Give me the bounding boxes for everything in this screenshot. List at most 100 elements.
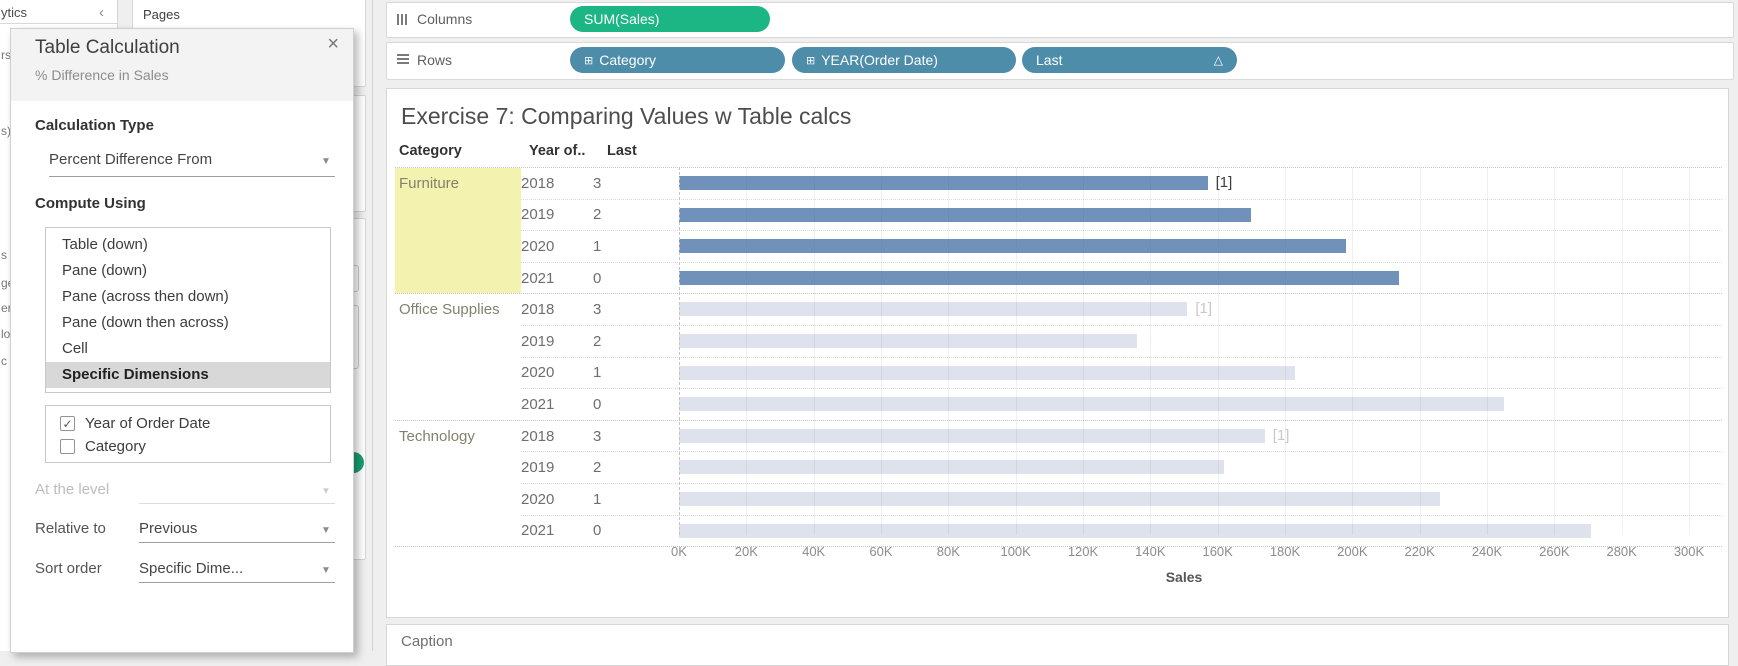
dialog-subtitle: % Difference in Sales — [35, 67, 169, 83]
relative-to-underline — [139, 542, 335, 543]
sales-bar[interactable] — [679, 176, 1208, 190]
last-value: 1 — [593, 490, 602, 508]
sales-bar[interactable] — [679, 333, 1137, 348]
category-group-technology: Technology 2018 3 [1] 2019 2 2020 1 2021 0 — [395, 421, 1722, 548]
category-group-furniture: Furniture 2018 3 [1] 2019 2 2020 1 2021 0 — [395, 168, 1722, 295]
year-label: 2018 — [521, 301, 555, 319]
table-row[interactable]: 2018 3 [1] — [521, 168, 1722, 200]
table-row[interactable]: 2019 2 — [521, 200, 1722, 232]
table-row[interactable]: 2021 0 — [521, 516, 1722, 547]
compute-using-heading: Compute Using — [35, 195, 146, 212]
panel-divider — [372, 0, 373, 651]
table-row[interactable]: 2021 0 — [521, 389, 1722, 420]
x-axis-tick: 200K — [1337, 544, 1368, 559]
pill-year-order-date-[interactable]: ⊞ YEAR(Order Date) — [792, 47, 1016, 73]
caption-card[interactable]: Caption — [386, 624, 1729, 666]
plus-box-icon: ⊞ — [806, 54, 816, 67]
table-row[interactable]: 2019 2 — [521, 452, 1722, 484]
last-value: 2 — [593, 206, 602, 224]
bar-annotation: [1] — [1215, 174, 1233, 191]
category-cell[interactable]: Technology — [399, 427, 475, 445]
dialog-title: Table Calculation — [35, 37, 180, 58]
table-row[interactable]: 2021 0 — [521, 263, 1722, 294]
compute-using-option[interactable]: Pane (down) — [62, 262, 148, 279]
year-label: 2021 — [521, 522, 555, 540]
relative-to-select[interactable]: Previous — [139, 520, 198, 537]
sales-bar[interactable] — [679, 460, 1225, 475]
year-label: 2021 — [521, 395, 555, 413]
table-row[interactable]: 2020 1 — [521, 231, 1722, 263]
dimension-label: Category — [85, 438, 146, 455]
last-value: 0 — [593, 395, 602, 413]
sales-bar[interactable] — [679, 491, 1440, 506]
sheet-title: Exercise 7: Comparing Values w Table cal… — [401, 103, 852, 129]
pill-label: SUM(Sales) — [584, 11, 660, 27]
category-group-office-supplies: Office Supplies 2018 3 [1] 2019 2 2020 1 2021 0 — [395, 294, 1722, 421]
last-value: 3 — [593, 301, 602, 319]
table-calculation-dialog: Table Calculation % Difference in Sales … — [10, 28, 354, 653]
plus-box-icon: ⊞ — [584, 54, 594, 67]
table-row[interactable]: 2020 1 — [521, 484, 1722, 516]
sales-bar[interactable] — [679, 302, 1188, 317]
year-rows: 2018 3 [1] 2019 2 2020 1 2021 0 — [521, 294, 1722, 419]
x-axis-tick: 0K — [671, 544, 687, 559]
tab-underline — [0, 23, 117, 24]
sales-bar[interactable] — [679, 365, 1296, 380]
dimension-checklist[interactable]: ✓ Year of Order Date Category — [45, 405, 331, 463]
dialog-header: Table Calculation % Difference in Sales … — [11, 29, 353, 101]
compute-using-option[interactable]: Table (down) — [62, 236, 148, 253]
chevron-down-icon[interactable]: ▼ — [321, 156, 331, 167]
pill-last[interactable]: Last △ — [1022, 47, 1237, 73]
dimension-checkbox-row[interactable]: Category — [60, 435, 330, 458]
bar-track — [679, 231, 1689, 262]
table-row[interactable]: 2018 3 [1] — [521, 294, 1722, 326]
pill-category[interactable]: ⊞ Category — [570, 47, 785, 73]
rows-shelf-icon — [397, 54, 409, 64]
pill-label: Last — [1036, 52, 1063, 68]
compute-using-option[interactable]: Specific Dimensions — [46, 362, 330, 388]
at-the-level-underline — [139, 503, 335, 504]
checkbox-checked[interactable]: ✓ — [60, 416, 75, 431]
calculation-type-heading: Calculation Type — [35, 117, 154, 134]
year-rows: 2018 3 [1] 2019 2 2020 1 2021 0 — [521, 168, 1722, 293]
compute-using-option[interactable]: Pane (down then across) — [62, 314, 229, 331]
year-label: 2018 — [521, 174, 555, 192]
category-cell[interactable]: Office Supplies — [399, 301, 500, 319]
caption-label: Caption — [401, 633, 453, 650]
last-value: 3 — [593, 174, 602, 192]
tab-analytics[interactable]: ytics — [1, 5, 27, 20]
sales-bar[interactable] — [679, 207, 1252, 222]
chevron-down-icon[interactable]: ▼ — [321, 525, 331, 536]
pill-sum-sales-[interactable]: SUM(Sales) — [570, 6, 770, 32]
checkbox[interactable] — [60, 439, 75, 454]
category-cell[interactable]: Furniture — [395, 168, 521, 294]
table-row[interactable]: 2018 3 [1] — [521, 421, 1722, 453]
sort-order-select[interactable]: Specific Dime... — [139, 560, 244, 577]
year-label: 2019 — [521, 459, 555, 477]
sales-bar[interactable] — [679, 397, 1504, 412]
column-header-year[interactable]: Year of.. — [529, 143, 586, 159]
column-header-last[interactable]: Last — [607, 143, 637, 159]
sales-bar[interactable] — [679, 523, 1592, 538]
table-row[interactable]: 2020 1 — [521, 358, 1722, 390]
bar-annotation: [1] — [1272, 426, 1290, 444]
sales-bar[interactable] — [679, 239, 1346, 254]
table-row[interactable]: 2019 2 — [521, 326, 1722, 358]
column-header-category[interactable]: Category — [399, 143, 462, 159]
x-axis-tick: 180K — [1269, 544, 1301, 559]
compute-using-list[interactable]: Table (down) Pane (down) Pane (across then… — [45, 227, 331, 393]
compute-using-option[interactable]: Cell — [62, 340, 88, 357]
bar-track: [1] — [679, 168, 1689, 199]
dimension-checkbox-row[interactable]: ✓ Year of Order Date — [60, 412, 330, 435]
bar-track: [1] — [679, 421, 1689, 452]
collapse-pane-icon[interactable]: ‹ — [99, 4, 104, 21]
chevron-down-icon[interactable]: ▼ — [321, 565, 331, 576]
columns-shelf-icon — [397, 14, 407, 25]
sales-bar[interactable] — [679, 270, 1400, 285]
bar-annotation: [1] — [1195, 300, 1213, 318]
calculation-type-select[interactable]: Percent Difference From — [49, 151, 213, 168]
sales-bar[interactable] — [679, 428, 1265, 443]
last-value: 2 — [593, 459, 602, 477]
compute-using-option[interactable]: Pane (across then down) — [62, 288, 229, 305]
close-icon[interactable]: × — [327, 33, 339, 55]
